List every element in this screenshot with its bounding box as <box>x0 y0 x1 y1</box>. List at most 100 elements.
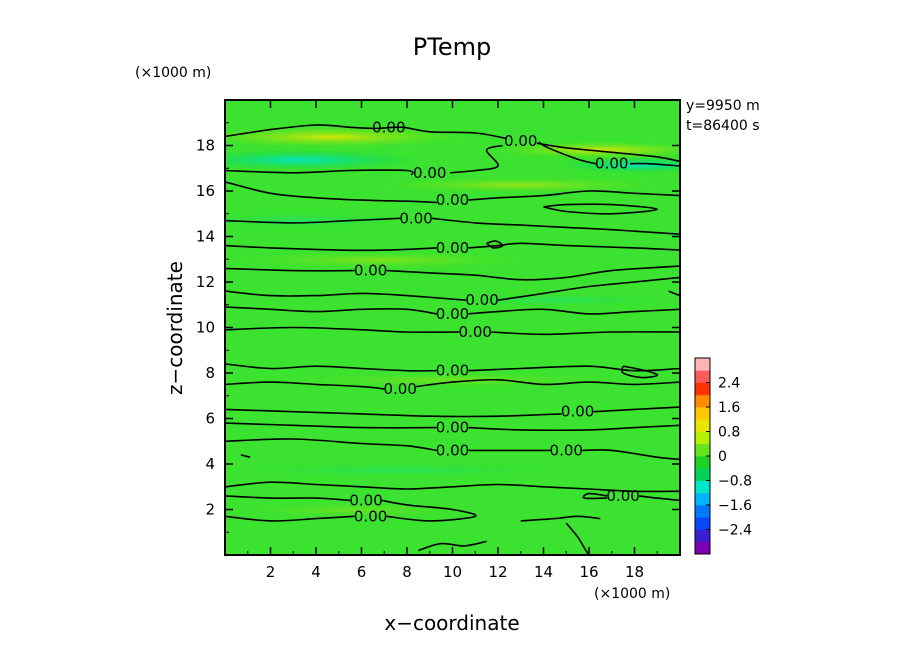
annotation-time: t=86400 s <box>686 118 760 134</box>
colorbar-cell <box>695 431 710 445</box>
contour-line <box>620 365 659 379</box>
contour-line <box>543 203 659 215</box>
contour-line <box>629 162 680 167</box>
contour-line <box>225 515 355 522</box>
contour-line <box>536 142 680 163</box>
contour-label: 0.00 <box>436 239 469 257</box>
x-tick-label: 6 <box>357 563 367 581</box>
contour-line <box>450 144 503 174</box>
contour-label: 0.00 <box>354 262 387 280</box>
colorbar-cell <box>695 505 710 518</box>
y-tick-label: 6 <box>205 410 215 428</box>
y-tick-label: 14 <box>196 228 215 246</box>
x-tick-label: 8 <box>402 563 412 581</box>
contour-line <box>386 265 680 281</box>
contour-labels: 0.000.000.000.000.000.000.000.000.000.00… <box>349 118 639 525</box>
contour-line <box>225 438 437 452</box>
heatmap-field: 0.000.000.000.000.000.000.000.000.000.00… <box>225 118 680 555</box>
annotation-y-position: y=9950 m <box>686 98 760 114</box>
colorbar-cell <box>695 492 710 506</box>
colorbar-cell <box>695 419 710 432</box>
colorbar-cell <box>695 456 710 469</box>
colorbar-ticks: 2.4 1.6 0.8 0 −0.8 −1.6 −2.4 <box>706 376 752 539</box>
warm-band <box>225 126 470 148</box>
contour-lines <box>225 124 680 555</box>
contour-line <box>225 363 437 372</box>
cool-band <box>250 463 550 477</box>
contour-line <box>593 406 680 413</box>
x-tick-label: 10 <box>443 563 462 581</box>
colorbar-tick-label: 2.4 <box>718 376 740 392</box>
colorbar-cell <box>695 468 710 481</box>
x-axis-ticks: 2 4 6 8 10 12 14 16 18 <box>247 100 658 581</box>
y-tick-label: 2 <box>205 501 215 519</box>
y-tick-label: 12 <box>196 273 215 291</box>
contour-line <box>431 217 680 235</box>
contour-line <box>468 190 680 201</box>
colorbar-tick-label: −0.8 <box>718 474 752 490</box>
colorbar-cell <box>695 541 710 555</box>
contour-label: 0.00 <box>436 362 469 380</box>
colorbar-tick-label: 0 <box>718 449 727 465</box>
contour-line <box>225 181 437 204</box>
contour-line <box>468 242 680 251</box>
colorbar-cell <box>695 443 710 457</box>
contour-label: 0.00 <box>349 491 382 509</box>
contour-line <box>582 449 680 461</box>
contour-line <box>225 481 680 493</box>
contour-line <box>491 331 680 336</box>
contour-line <box>520 515 601 522</box>
contour-line <box>565 522 590 555</box>
contour-label: 0.00 <box>595 155 628 173</box>
contour-label: 0.00 <box>504 132 537 150</box>
colorbar-cells <box>695 358 710 555</box>
contour-line <box>497 276 680 301</box>
contour-label: 0.00 <box>436 191 469 209</box>
y-tick-label: 18 <box>196 137 215 155</box>
plot-area: 0.000.000.000.000.000.000.000.000.000.00… <box>196 99 681 581</box>
contour-label: 0.00 <box>550 441 583 459</box>
y-axis-ticks: 2 4 6 8 10 12 14 16 18 <box>196 122 680 533</box>
colorbar-cell <box>695 517 710 530</box>
contour-label: 0.00 <box>399 209 432 227</box>
cool-band <box>560 157 680 173</box>
contour-label: 0.00 <box>383 380 416 398</box>
contour-line <box>225 306 437 315</box>
contour-label: 0.00 <box>561 403 594 421</box>
x-tick-label: 18 <box>625 563 644 581</box>
contour-label: 0.00 <box>465 291 498 309</box>
y-unit-label: (×1000 m) <box>135 65 211 81</box>
contour-line <box>486 240 504 249</box>
contour-label: 0.00 <box>413 164 446 182</box>
colorbar-cell <box>695 529 710 543</box>
contour-line <box>225 267 355 272</box>
y-tick-label: 4 <box>205 455 215 473</box>
x-unit-label: (×1000 m) <box>594 586 670 602</box>
warm-band <box>225 251 540 269</box>
contour-line <box>225 217 401 224</box>
colorbar-tick-label: 1.6 <box>718 400 740 416</box>
contour-label: 0.00 <box>436 305 469 323</box>
warm-band <box>370 177 670 193</box>
x-axis-label: x−coordinate <box>384 611 519 635</box>
contour-line <box>225 244 437 252</box>
contour-line <box>468 308 680 315</box>
colorbar-cell <box>695 370 710 383</box>
contour-line <box>225 408 562 418</box>
colorbar-tick-label: −1.6 <box>718 498 752 514</box>
contour-label: 0.00 <box>606 487 639 505</box>
colorbar-tick-label: 0.8 <box>718 425 740 441</box>
colorbar: 2.4 1.6 0.8 0 −0.8 −1.6 −2.4 <box>694 357 752 555</box>
x-tick-label: 12 <box>488 563 507 581</box>
contour-label: 0.00 <box>459 323 492 341</box>
contour-label: 0.00 <box>436 441 469 459</box>
colorbar-cell <box>695 407 710 420</box>
contour-line <box>225 495 351 502</box>
x-tick-label: 16 <box>579 563 598 581</box>
colorbar-tick-label: −2.4 <box>718 523 752 539</box>
colorbar-cell <box>695 394 710 408</box>
contour-line <box>225 326 460 333</box>
x-tick-label: 4 <box>311 563 321 581</box>
contour-line <box>381 499 477 522</box>
colorbar-cell <box>695 382 710 396</box>
